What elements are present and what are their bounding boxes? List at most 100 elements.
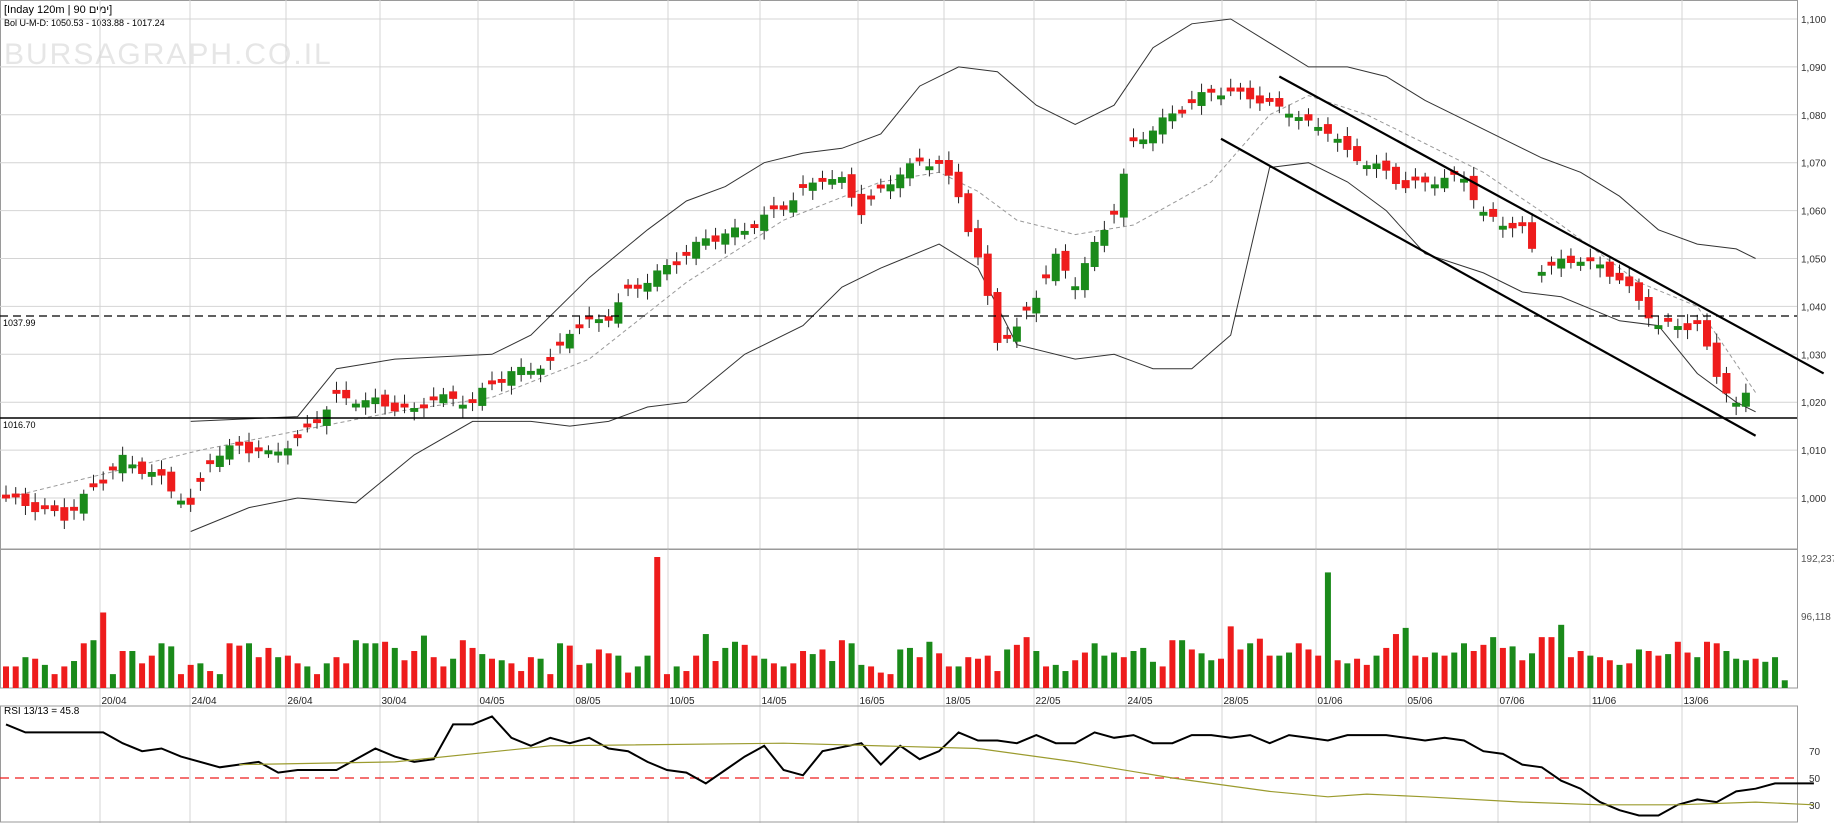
candle-down — [1111, 211, 1118, 214]
volume-bar — [790, 663, 796, 688]
candle-up — [663, 266, 670, 274]
volume-bar — [343, 663, 349, 688]
candle-down — [382, 395, 389, 406]
candle-up — [216, 456, 223, 466]
volume-bar — [645, 656, 651, 688]
candle-down — [1344, 137, 1351, 150]
volume-bar — [1422, 657, 1428, 688]
candle-up — [129, 465, 136, 468]
candle-up — [1052, 254, 1059, 280]
volume-bar — [1101, 656, 1107, 688]
candle-down — [1422, 177, 1429, 182]
volume-bar — [1004, 649, 1010, 688]
volume-bar — [1636, 649, 1642, 688]
candle-down — [430, 397, 437, 400]
candle-down — [469, 400, 476, 403]
volume-bar — [1160, 666, 1166, 688]
volume-tick-label: 96,118 — [1801, 612, 1831, 623]
volume-bar — [1480, 645, 1486, 688]
volume-bar — [751, 656, 757, 688]
volume-bar — [1140, 648, 1146, 688]
candle-down — [634, 285, 641, 288]
volume-bar — [1655, 656, 1661, 688]
volume-bar — [946, 666, 952, 688]
volume-bar — [1762, 662, 1768, 688]
candle-down — [605, 317, 612, 320]
candle-up — [1286, 114, 1293, 117]
candle-up — [732, 228, 739, 237]
candle-down — [197, 478, 204, 481]
volume-bar — [994, 671, 1000, 688]
volume-bar — [1471, 651, 1477, 688]
candle-down — [343, 390, 350, 397]
price-tick-label: 1,100 — [1801, 15, 1826, 26]
volume-tick-label: 192,237 — [1801, 554, 1834, 565]
x-tick-label: 07/06 — [1499, 696, 1524, 707]
candle-up — [518, 367, 525, 374]
candle-up — [595, 320, 602, 323]
candle-down — [819, 178, 826, 181]
volume-bar — [90, 640, 96, 688]
volume-bar — [1412, 656, 1418, 688]
candle-down — [1704, 321, 1711, 346]
price-tick-label: 1,000 — [1801, 494, 1826, 505]
volume-bar — [1529, 653, 1535, 688]
x-tick-label: 30/04 — [381, 696, 406, 707]
volume-bar — [1199, 653, 1205, 688]
volume-bar — [917, 657, 923, 688]
volume-bar — [1364, 665, 1370, 688]
volume-bar — [703, 634, 709, 688]
candle-down — [304, 424, 311, 427]
volume-bar — [236, 646, 242, 688]
x-tick-label: 05/06 — [1407, 696, 1432, 707]
volume-bar — [1218, 659, 1224, 688]
volume-bar — [1024, 637, 1030, 688]
price-tick-label: 1,080 — [1801, 111, 1826, 122]
candle-up — [527, 371, 534, 374]
candle-down — [1237, 88, 1244, 91]
volume-bar — [1111, 653, 1117, 688]
candle-up — [838, 178, 845, 183]
volume-bar — [314, 674, 320, 688]
candle-down — [751, 225, 758, 228]
candle-up — [119, 455, 126, 472]
volume-bar — [1665, 654, 1671, 688]
candle-up — [1742, 393, 1749, 406]
candle-down — [625, 285, 632, 288]
candle-down — [1509, 223, 1516, 227]
volume-bar — [1510, 646, 1516, 688]
candle-up — [897, 175, 904, 188]
candle-down — [1635, 283, 1642, 301]
volume-bar — [771, 663, 777, 688]
volume-bar — [227, 643, 233, 688]
volume-bar — [722, 648, 728, 688]
volume-bar — [1723, 651, 1729, 688]
horizontal-level-label: 1016.70 — [3, 420, 36, 430]
candle-up — [1538, 272, 1545, 275]
volume-bar — [557, 643, 563, 688]
volume-bar — [1539, 637, 1545, 688]
volume-bar — [1442, 656, 1448, 688]
candle-down — [1567, 256, 1574, 262]
x-tick-label: 11/06 — [1592, 696, 1617, 707]
volume-bar — [1743, 660, 1749, 688]
rsi-tick-label: 70 — [1809, 747, 1821, 758]
candle-down — [1548, 262, 1555, 265]
candle-up — [722, 234, 729, 244]
candle-up — [1101, 230, 1108, 245]
volume-bar — [353, 640, 359, 688]
volume-bar — [1062, 671, 1068, 688]
candle-down — [12, 494, 19, 497]
candle-up — [1198, 93, 1205, 106]
candle-down — [1227, 88, 1234, 91]
volume-bar — [1587, 656, 1593, 688]
candle-down — [1529, 223, 1536, 249]
volume-bar — [576, 665, 582, 688]
volume-bar — [217, 674, 223, 688]
volume-bar — [363, 643, 369, 688]
candle-up — [1072, 287, 1079, 290]
candle-down — [848, 175, 855, 198]
volume-bar — [110, 674, 116, 688]
volume-bar — [810, 654, 816, 688]
